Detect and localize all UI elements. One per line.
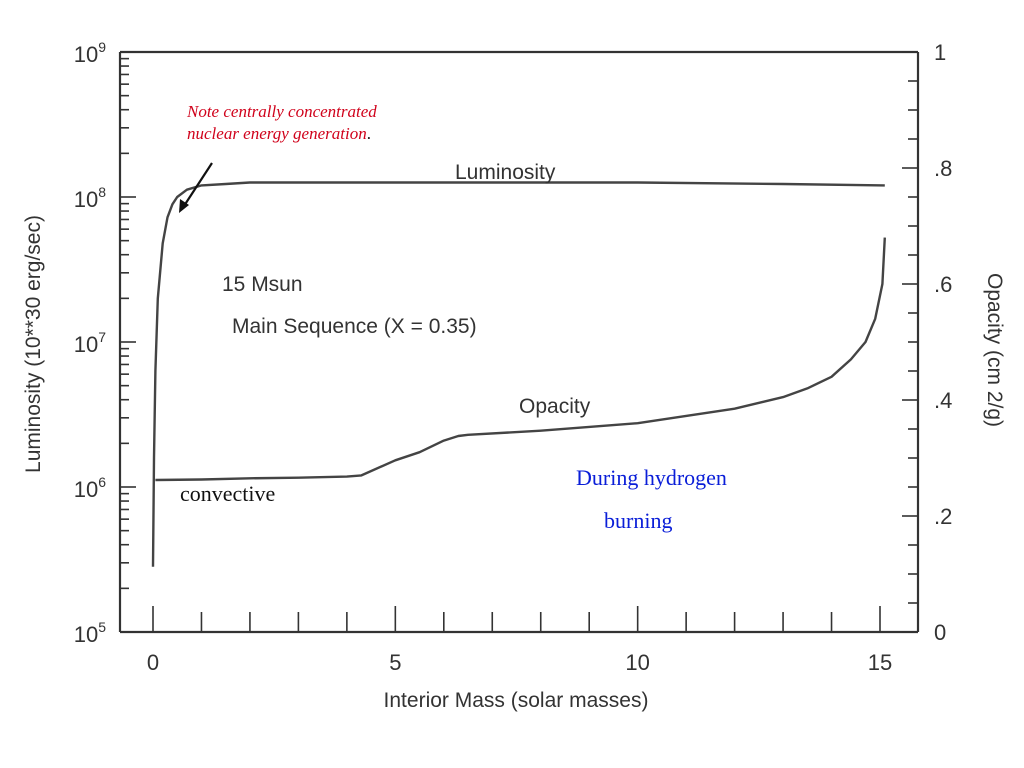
note-line-2-text: nuclear energy generation	[187, 124, 367, 143]
left-tick-label: 107	[74, 329, 106, 357]
right-tick-label: 1	[934, 40, 946, 65]
annotation-arrow	[181, 162, 213, 210]
annotation-arrowhead	[179, 199, 189, 213]
in-chart-labels: Luminosity Opacity 15 Msun Main Sequence (X…	[222, 161, 591, 418]
hydrogen-burning-line-1: During hydrogen	[576, 465, 727, 490]
left-tick-label: 105	[74, 619, 106, 647]
x-tick-label: 15	[868, 650, 892, 675]
hydrogen-burning-line-2: burning	[604, 508, 673, 533]
x-tick-label: 5	[389, 650, 401, 675]
left-tick-label: 106	[74, 474, 106, 502]
left-tick-label: 109	[74, 39, 106, 67]
note-line-2: nuclear energy generation.	[187, 123, 377, 145]
left-axis-title: Luminosity (10**30 erg/sec)	[22, 215, 45, 473]
note-annotation: Note centrally concentrated nuclear ener…	[187, 101, 377, 145]
right-axis-title: Opacity (cm 2/g)	[983, 273, 1006, 427]
luminosity-label: Luminosity	[455, 161, 556, 184]
right-tick-label: .2	[934, 504, 952, 529]
left-tick-label: 108	[74, 184, 106, 212]
star-mass-label: 15 Msun	[222, 273, 303, 296]
right-tick-label: .8	[934, 156, 952, 181]
note-period: .	[366, 124, 371, 143]
note-line-1: Note centrally concentrated	[187, 102, 377, 121]
axis-ticks	[120, 51, 918, 633]
opacity-curve	[155, 237, 886, 482]
convective-label: convective	[180, 481, 276, 506]
luminosity-curve	[151, 181, 885, 567]
opacity-label: Opacity	[519, 395, 591, 418]
x-tick-label: 10	[625, 650, 649, 675]
series-group	[151, 181, 886, 567]
right-tick-label: .4	[934, 388, 952, 413]
x-axis-title: Interior Mass (solar masses)	[384, 689, 649, 712]
right-tick-label: 0	[934, 620, 946, 645]
main-sequence-label: Main Sequence (X = 0.35)	[232, 315, 477, 338]
right-tick-label: .6	[934, 272, 952, 297]
x-tick-label: 0	[147, 650, 159, 675]
